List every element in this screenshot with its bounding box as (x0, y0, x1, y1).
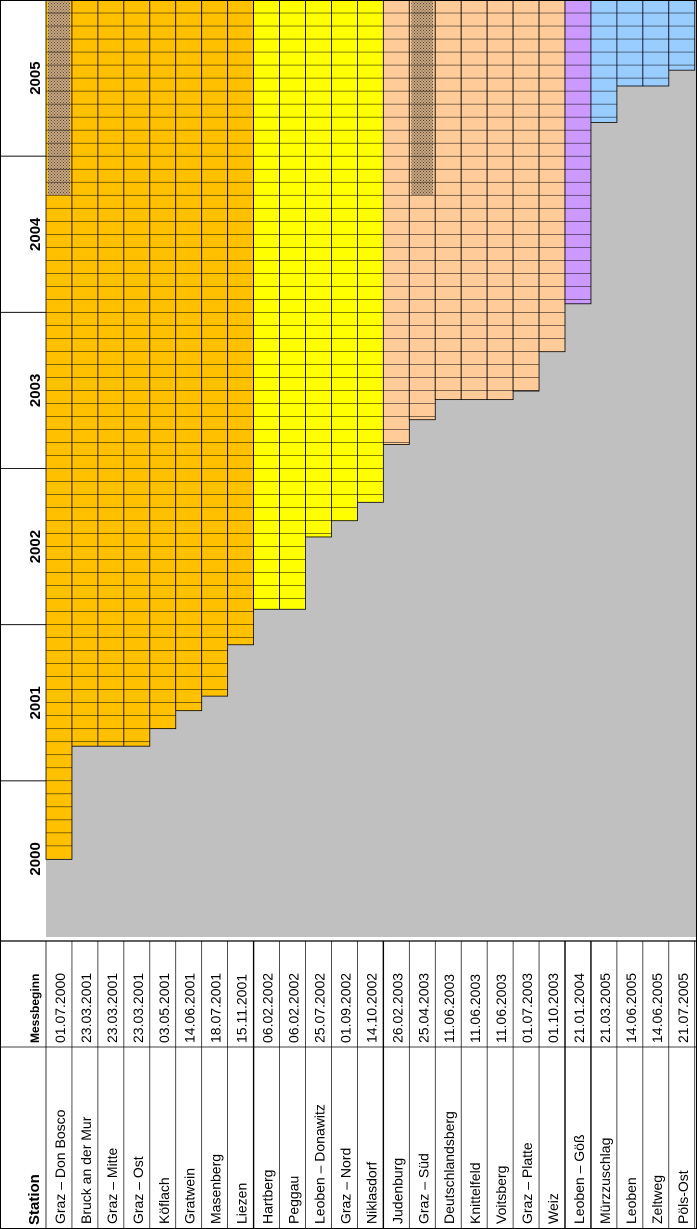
station-name-label: Masenberg (208, 1154, 224, 1224)
station-name-label: Gratwein (182, 1168, 198, 1224)
station-bar (616, 0, 644, 87)
start-date-label: 01.10.2003 (545, 973, 561, 1043)
start-date-label: 21.03.2005 (597, 973, 613, 1043)
start-date-label: 25.07.2002 (311, 973, 327, 1043)
station-name-label: Bruck an der Mur (78, 1116, 94, 1224)
station-name-label: Graz – Platte (519, 1142, 535, 1224)
station-name-label: Judenburg (389, 1158, 405, 1224)
station-name-label: Zeltweg (649, 1175, 665, 1224)
start-date-label: 26.02.2003 (389, 973, 405, 1043)
station-bar (123, 0, 151, 747)
start-date-label: 14.06.2005 (649, 973, 665, 1043)
station-bar (434, 0, 462, 401)
grid-layer (0, 12, 695, 847)
station-name-label: Pöls-Ost (675, 1170, 691, 1224)
start-date-label: 11.06.2003 (467, 974, 483, 1043)
station-bar (253, 0, 280, 610)
station-bar (356, 0, 384, 503)
start-date-label: 11.06.2003 (493, 974, 509, 1043)
hatched-period (411, 0, 434, 196)
start-date-label: 11.06.2003 (441, 974, 457, 1043)
station-bar (460, 0, 488, 401)
year-axis-label: 2004 (27, 217, 44, 251)
start-date-label: 14.06.2001 (182, 973, 198, 1043)
start-date-label: 06.02.2002 (286, 973, 302, 1043)
station-name-label: Graz – Nord (337, 1148, 353, 1224)
start-date-label: 01.07.2003 (519, 973, 535, 1043)
header-start-label: Messbeginn (28, 974, 42, 1043)
station-name-label: Leoben – Göß (571, 1134, 587, 1224)
start-date-label: 23.03.2001 (130, 973, 146, 1043)
start-date-label: 23.03.2001 (78, 973, 94, 1043)
station-name-label: Hartberg (260, 1170, 276, 1224)
start-date-label: 14.10.2002 (363, 973, 379, 1043)
station-name-label: Deutschlandsberg (441, 1111, 457, 1224)
start-date-label: 23.03.2001 (104, 973, 120, 1043)
station-bar (305, 0, 332, 538)
start-date-label: 18.07.2001 (208, 973, 224, 1043)
station-bar (486, 0, 514, 401)
station-name-label: Graz – Don Bosco (52, 1109, 68, 1224)
year-axis-label: 2000 (27, 842, 44, 875)
station-bar (175, 0, 203, 712)
header-station-label: Station (26, 1174, 43, 1225)
station-bar (668, 0, 696, 71)
start-date-label: 14.06.2005 (623, 973, 639, 1043)
hatch-layer (48, 0, 434, 196)
hatched-period (48, 0, 70, 196)
station-bar (642, 0, 670, 87)
station-name-label: Peggau (286, 1176, 302, 1224)
station-bar (512, 0, 540, 392)
station-name-label: Köflach (156, 1177, 172, 1224)
station-name-label: Voitsberg (493, 1166, 509, 1224)
station-bar (382, 0, 410, 445)
station-name-label: Liezen (234, 1183, 250, 1224)
station-name-label: Leoben – Donawitz (311, 1104, 327, 1224)
start-date-label: 06.02.2002 (260, 973, 276, 1043)
station-name-label: Knittelfeld (467, 1163, 483, 1224)
start-date-label: 01.07.2000 (52, 973, 68, 1043)
station-name-label: Leoben (623, 1177, 639, 1224)
station-bar (564, 0, 592, 305)
station-bar (201, 0, 229, 697)
station-name-label: Niklasdorf (363, 1162, 379, 1224)
station-name-label: Graz – Mitte (104, 1148, 120, 1224)
start-date-label: 21.01.2004 (571, 973, 587, 1043)
start-date-label: 01.09.2002 (337, 973, 353, 1043)
station-name-label: Mürzzuschlag (597, 1138, 613, 1224)
station-bar (538, 0, 566, 353)
station-bar (71, 0, 99, 747)
year-axis-label: 2001 (27, 686, 44, 719)
station-bar (279, 0, 306, 610)
bars-layer (45, 0, 696, 860)
year-axis-label: 2003 (27, 374, 44, 407)
station-bar (227, 0, 254, 646)
station-name-label: Weiz (545, 1193, 561, 1224)
start-date-label: 21.07.2005 (675, 973, 691, 1043)
start-date-label: 15.11.2001 (234, 974, 250, 1043)
start-date-label: 03.05.2001 (156, 973, 172, 1043)
start-date-label: 25.04.2003 (415, 973, 431, 1043)
station-bar (97, 0, 125, 747)
year-axis-label: 2005 (27, 61, 44, 94)
station-name-label: Graz – Süd (415, 1153, 431, 1224)
station-name-label: Graz – Ost (130, 1156, 146, 1224)
year-axis-label: 2002 (27, 530, 44, 563)
